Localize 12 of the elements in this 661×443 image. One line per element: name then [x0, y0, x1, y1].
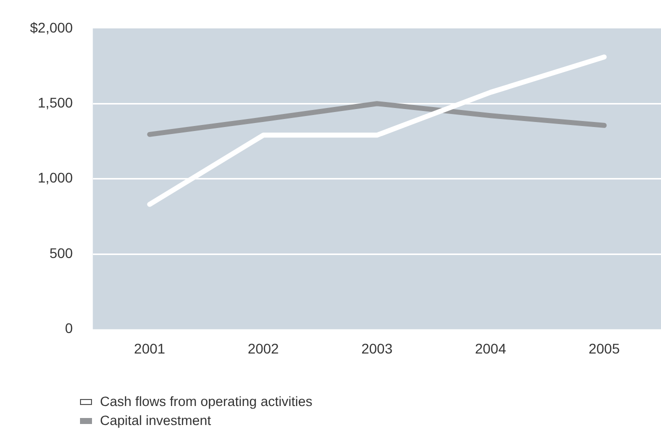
y-tick-label: $2,000 — [30, 19, 74, 36]
legend-label: Capital investment — [100, 412, 212, 430]
y-tick-label: 1,500 — [38, 94, 74, 110]
y-tick-label: 500 — [49, 244, 74, 261]
x-tick-label: 2002 — [248, 340, 280, 356]
y-tick-label: 0 — [65, 320, 74, 336]
x-tick-label: 2005 — [588, 340, 620, 356]
x-tick-label: 2004 — [474, 340, 506, 356]
y-tick-label: 1,000 — [38, 170, 74, 186]
x-tick-label: 2003 — [361, 340, 393, 356]
x-tick-label: 2001 — [134, 340, 166, 356]
legend-label: Cash flows from operating activities — [100, 393, 312, 411]
